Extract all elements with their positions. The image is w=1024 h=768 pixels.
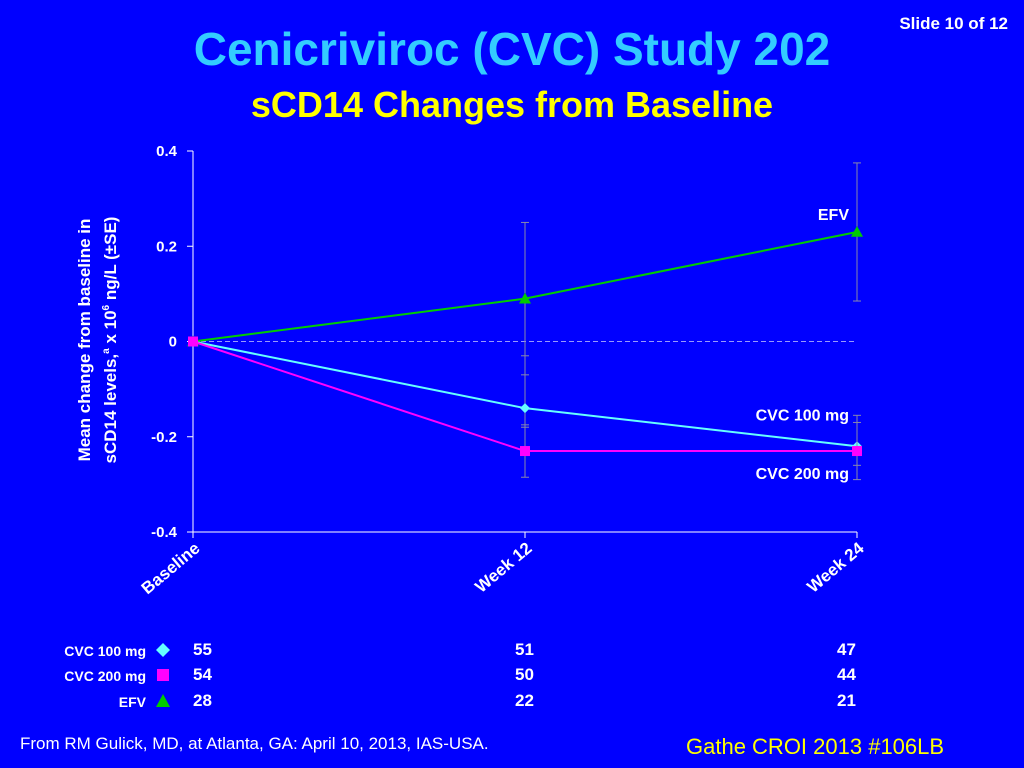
table-marker-cvc-100-mg-icon (156, 643, 170, 657)
x-tick-label: Baseline (138, 539, 204, 599)
page-subtitle: sCD14 Changes from Baseline (250, 84, 774, 125)
y-tick-label: 0.2 (156, 238, 177, 255)
y-tick-label: 0 (169, 334, 177, 351)
table-value-cvc-200-mg: 54 (193, 665, 212, 684)
table-value-cvc-100-mg: 51 (515, 640, 534, 659)
y-tick-label: 0.4 (156, 143, 178, 160)
table-value-cvc-200-mg: 50 (515, 665, 534, 684)
cvc-100-mg-series-label: CVC 100 mg (756, 407, 849, 424)
efv-data-point (851, 225, 863, 237)
slide-counter: Slide 10 of 12 (899, 14, 1008, 33)
table-label-cvc-100-mg: CVC 100 mg (64, 643, 146, 659)
cvc-200-mg-series-label: CVC 200 mg (756, 466, 849, 483)
efv-data-point (519, 292, 531, 304)
table-marker-efv-icon (156, 694, 170, 707)
table-label-cvc-200-mg: CVC 200 mg (64, 668, 146, 684)
table-marker-cvc-200-mg-icon (157, 669, 169, 681)
cvc-200-mg-data-point (852, 446, 862, 457)
x-tick-label: Week 12 (471, 539, 535, 597)
x-tick-label: Week 24 (803, 538, 868, 596)
page-title: Cenicriviroc (CVC) Study 202 (193, 23, 831, 75)
table-value-cvc-200-mg: 44 (837, 665, 856, 684)
cvc-200-mg-data-point (188, 336, 198, 347)
cvc-200-mg-data-point (520, 446, 530, 457)
y-tick-label: -0.4 (151, 524, 178, 541)
y-tick-label: -0.2 (151, 429, 177, 446)
cvc-100-mg-data-point (520, 403, 530, 414)
study-reference: Gathe CROI 2013 #106LB (686, 734, 945, 759)
table-value-efv: 28 (193, 691, 212, 710)
table-value-cvc-100-mg: 47 (837, 640, 856, 659)
efv-series-label: EFV (818, 207, 849, 224)
source-citation: From RM Gulick, MD, at Atlanta, GA: Apri… (20, 734, 489, 753)
table-value-efv: 22 (515, 691, 534, 710)
table-value-efv: 21 (837, 691, 856, 710)
table-value-cvc-100-mg: 55 (193, 640, 212, 659)
table-label-efv: EFV (118, 694, 146, 710)
